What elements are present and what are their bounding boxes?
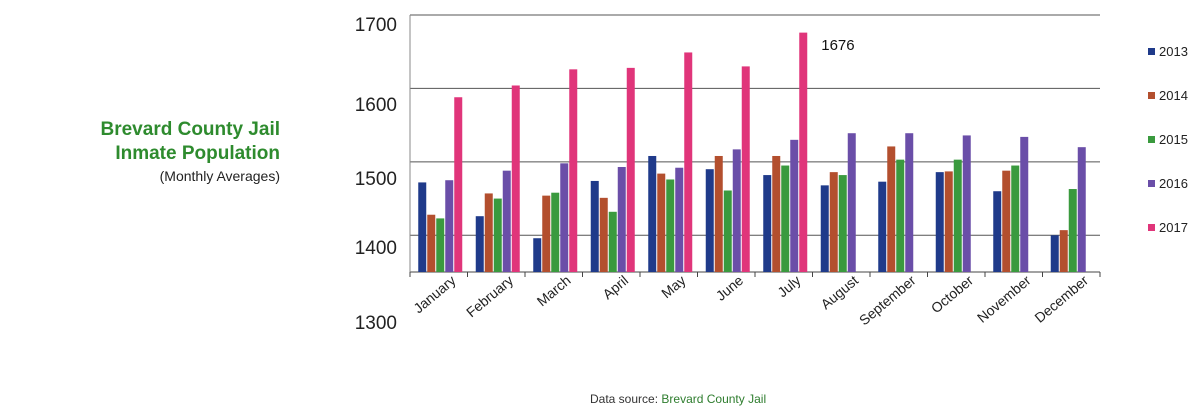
bar-2016-january [445,180,454,272]
legend-label: 2015 [1159,131,1188,147]
bar-2013-december [1050,235,1059,272]
legend-item-2014: 2014 [1148,84,1188,106]
legend-swatch [1148,47,1155,55]
bar-2013-july [763,175,772,272]
bar-2016-february [502,170,511,272]
bar-2013-may [648,155,657,272]
bar-2015-september [896,159,905,272]
bar-2013-april [590,180,599,272]
legend-swatch [1148,223,1155,231]
chart-title-line-1: Brevard County Jail [100,119,281,140]
bar-2014-may [657,173,666,272]
bar-2015-march [551,192,560,272]
bar-2015-august [838,175,847,272]
y-tick-label: 1400 [355,238,397,259]
legend-label: 2016 [1159,175,1188,191]
bar-2014-august [829,172,838,272]
legend-label: 2017 [1159,219,1188,235]
legend-item-2016: 2016 [1148,172,1188,194]
bar-chart: 1300 1400 1500 1600 1700 January February March… [355,14,1101,334]
x-tick-label: April [599,272,631,302]
bar-2017-february [511,85,520,273]
data-label-annotation: 1676 [821,37,854,54]
bar-2013-january [418,182,427,272]
bar-2016-august [847,133,856,272]
legend: 2013 2014 2015 2016 2017 [1148,40,1188,260]
bar-2015-july [781,165,790,272]
bar-2017-june [741,66,750,273]
legend-label: 2013 [1159,43,1188,59]
bar-2013-october [935,172,944,272]
bar-2014-april [599,197,608,272]
bar-2014-november [1002,170,1011,272]
bar-2013-september [878,181,887,272]
bar-2013-february [475,216,484,272]
chart-title-line-2: Inmate Population [115,143,280,164]
y-tick-label: 1600 [355,95,397,116]
bar-2016-december [1077,147,1086,272]
data-source-note: Data source: Brevard County Jail [590,392,766,406]
bar-2017-march [569,69,578,272]
bar-2013-november [993,191,1002,272]
x-tick-label: May [658,272,689,301]
x-tick-label: January [410,272,458,316]
bar-2016-march [560,163,569,272]
bar-2014-july [772,155,781,272]
x-tick-label: March [534,272,574,309]
x-tick-label: February [463,272,516,320]
bar-2015-june [723,190,732,272]
bar-2017-july [799,32,808,272]
bar-2014-october [944,171,953,272]
bar-2014-january [427,214,436,272]
y-tick-label: 1700 [355,15,397,36]
legend-swatch [1148,135,1155,143]
bar-2014-february [484,193,493,272]
bar-2016-september [905,133,914,272]
legend-swatch [1148,91,1155,99]
bar-2015-november [1011,165,1020,272]
bar-2014-june [714,155,723,272]
x-tick-label: July [774,272,803,300]
bar-2015-december [1068,189,1077,272]
bar-2015-october [953,159,962,272]
bar-2016-may [675,167,684,272]
legend-label: 2014 [1159,87,1188,103]
legend-item-2013: 2013 [1148,40,1188,62]
bar-2016-october [962,135,971,272]
bar-2017-may [684,52,693,272]
bar-2014-december [1059,230,1068,272]
bar-2017-january [454,97,463,273]
y-tick-label: 1300 [355,313,397,334]
bar-2014-march [542,195,551,272]
bar-2016-april [617,166,626,272]
y-tick-label: 1500 [355,169,397,190]
x-tick-label: October [928,272,977,316]
data-source-name: Brevard County Jail [661,392,767,406]
bar-2015-january [436,218,445,272]
x-tick-label: December [1031,272,1091,326]
data-source-label: Data source: [590,392,659,406]
chart-title-block: Brevard County Jail Inmate Population (M… [0,118,281,186]
bar-2016-july [790,139,799,272]
bar-2013-march [533,238,542,272]
bar-2013-august [820,185,829,272]
bar-2017-april [626,67,635,273]
legend-item-2017: 2017 [1148,216,1188,238]
bar-2015-april [608,211,617,272]
bar-2016-november [1020,136,1029,272]
bar-2014-september [887,146,896,272]
chart-subtitle: (Monthly Averages) [159,168,280,184]
x-tick-label: August [817,272,861,312]
legend-swatch [1148,179,1155,187]
bar-2013-june [705,169,714,272]
x-tick-label: September [856,272,919,328]
bar-2015-february [493,198,502,272]
legend-item-2015: 2015 [1148,128,1188,150]
bar-2015-may [666,179,675,272]
x-tick-label: June [713,272,747,304]
bar-2016-june [732,149,741,272]
x-tick-label: November [974,272,1034,326]
